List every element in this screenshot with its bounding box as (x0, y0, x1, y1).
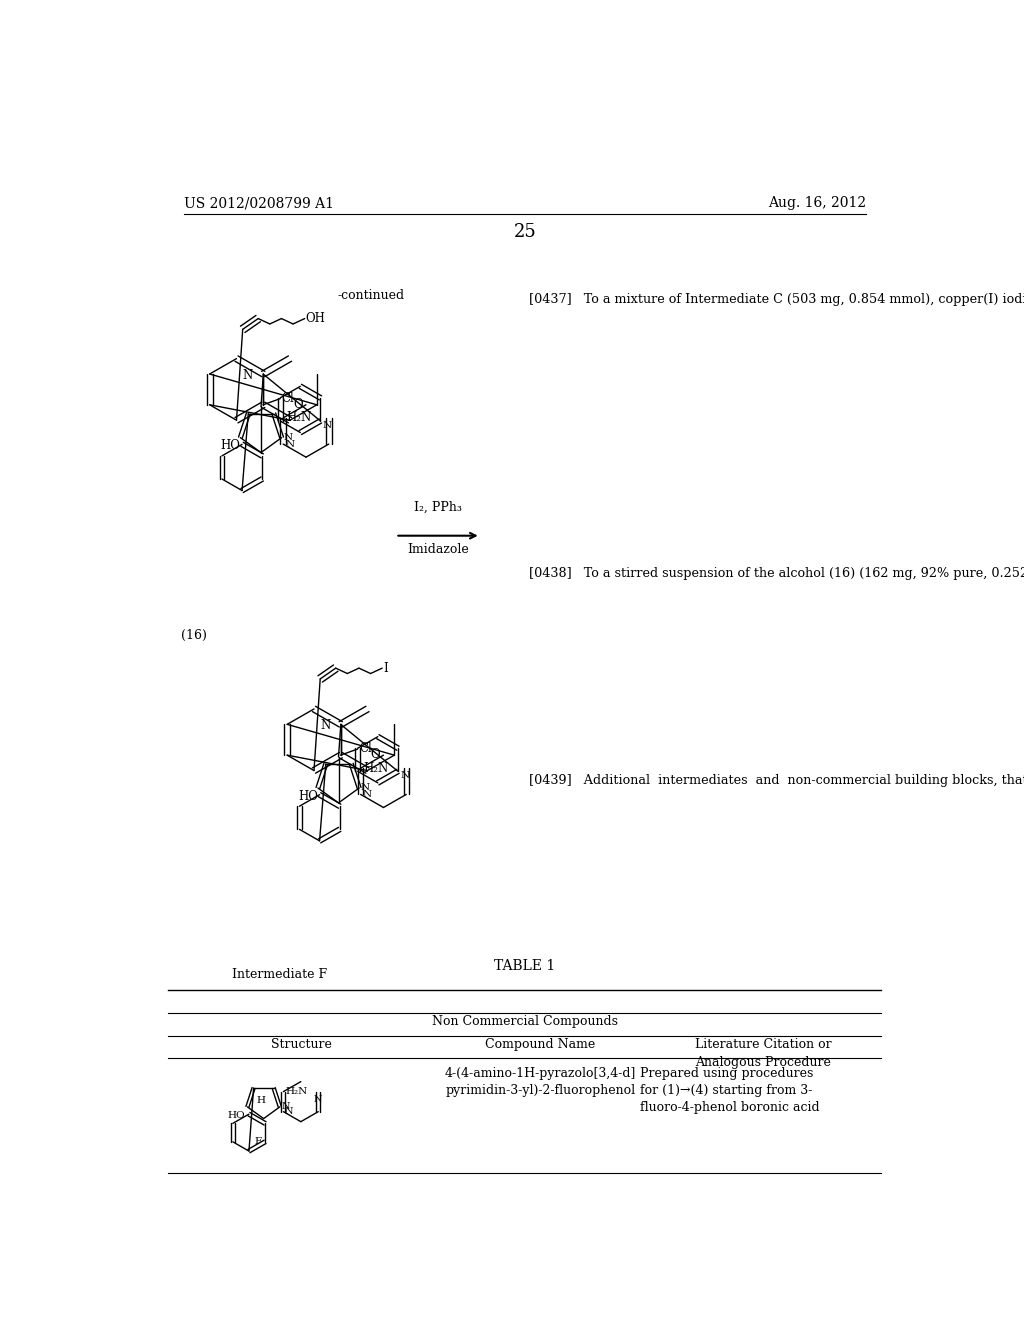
Text: H₂N: H₂N (286, 1088, 308, 1096)
Text: (16): (16) (180, 630, 207, 643)
Text: I: I (383, 661, 388, 675)
Text: N: N (362, 789, 372, 799)
Text: OH: OH (305, 312, 326, 325)
Text: F: F (254, 1138, 261, 1146)
Text: H₂N: H₂N (364, 762, 389, 775)
Text: N: N (400, 771, 410, 780)
Text: Intermediate F: Intermediate F (231, 968, 327, 981)
Text: Cl: Cl (282, 392, 295, 405)
Text: N: N (323, 421, 332, 430)
Text: HO: HO (298, 789, 317, 803)
Text: US 2012/0208799 A1: US 2012/0208799 A1 (183, 197, 334, 210)
Text: Prepared using procedures
for (1)→(4) starting from 3-
fluoro-4-phenol boronic a: Prepared using procedures for (1)→(4) st… (640, 1067, 819, 1114)
Text: Compound Name: Compound Name (485, 1038, 595, 1051)
Text: Non Commercial Compounds: Non Commercial Compounds (432, 1015, 617, 1028)
Text: N: N (314, 1094, 323, 1104)
Text: N: N (286, 440, 295, 449)
Text: N: N (360, 784, 370, 792)
Text: -continued: -continued (337, 289, 404, 302)
Text: [0439]   Additional  intermediates  and  non-commercial building blocks, that ap: [0439] Additional intermediates and non-… (528, 775, 1024, 788)
Text: Literature Citation or
Analogous Procedure: Literature Citation or Analogous Procedu… (695, 1038, 831, 1069)
Text: 4-(4-amino-1H-pyrazolo[3,4-d]
pyrimidin-3-yl)-2-fluorophenol: 4-(4-amino-1H-pyrazolo[3,4-d] pyrimidin-… (444, 1067, 636, 1097)
Text: Structure: Structure (271, 1038, 332, 1051)
Text: HO: HO (227, 1111, 245, 1121)
Text: O: O (293, 397, 303, 411)
Text: H: H (256, 1096, 265, 1105)
Text: O: O (371, 748, 380, 762)
Text: Cl: Cl (359, 742, 372, 755)
Text: TABLE 1: TABLE 1 (495, 960, 555, 973)
Text: [0438]   To a stirred suspension of the alcohol (16) (162 mg, 92% pure, 0.252 mm: [0438] To a stirred suspension of the al… (528, 566, 1024, 579)
Text: Imidazole: Imidazole (408, 544, 469, 557)
Text: N: N (284, 433, 292, 442)
Text: Aug. 16, 2012: Aug. 16, 2012 (768, 197, 866, 210)
Text: [0437]   To a mixture of Intermediate C (503 mg, 0.854 mmol), copper(I) iodide (: [0437] To a mixture of Intermediate C (5… (528, 293, 1024, 306)
Text: N: N (285, 1107, 294, 1117)
Text: N: N (321, 719, 331, 733)
Text: H₂N: H₂N (287, 412, 311, 425)
Text: 25: 25 (513, 223, 537, 240)
Text: I₂, PPh₃: I₂, PPh₃ (414, 502, 462, 515)
Text: HO: HO (220, 440, 241, 453)
Text: N: N (282, 1102, 290, 1111)
Text: N: N (243, 370, 253, 381)
